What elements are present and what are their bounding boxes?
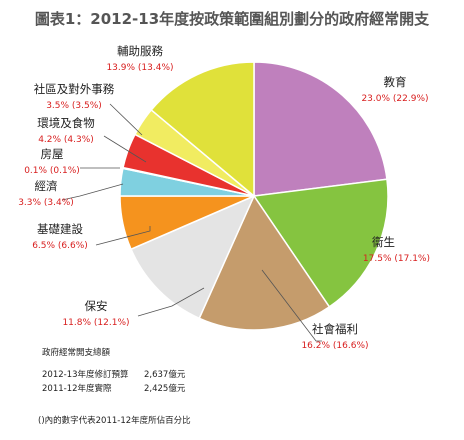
slice-value-label: 3.5% (3.5%) [46, 101, 102, 111]
leader-line [95, 226, 151, 246]
slice-value-label: 4.2% (4.3%) [38, 135, 94, 145]
slice-label: 經濟 [35, 179, 58, 193]
slice-label: 輔助服務 [117, 44, 163, 58]
slice-value-label: 3.3% (3.4%) [18, 198, 74, 208]
pie-slice [150, 61, 255, 198]
slice-label: 基礎建設 [37, 222, 83, 236]
slice-label: 衞生 [372, 235, 395, 249]
totals-block: 政府經常開支總額 2012-13年度修訂預算 2,637億元 2011-12年度… [42, 347, 186, 394]
totals-row-label: 2012-13年度修訂預算 [42, 369, 129, 380]
slice-value-label: 6.5% (6.6%) [32, 241, 88, 251]
slice-label: 社會福利 [312, 322, 358, 336]
slice-value-label: 0.1% (0.1%) [24, 166, 80, 176]
pie-slice [252, 178, 389, 308]
slice-value-label: 11.8% (12.1%) [62, 318, 129, 328]
slice-label: 房屋 [41, 147, 64, 161]
pie-slice [130, 194, 256, 320]
slice-label: 保安 [85, 299, 108, 313]
leader-line [137, 287, 205, 317]
pie-slices [119, 61, 389, 331]
slice-value-label: 16.2% (16.6%) [301, 341, 368, 351]
totals-heading: 政府經常開支總額 [42, 347, 111, 358]
leader-line [261, 269, 322, 342]
footnote: ()內的數字代表2011-12年度所佔百分比 [38, 415, 191, 426]
totals-row-value: 2,637億元 [144, 369, 186, 380]
slice-label: 環境及食物 [37, 116, 95, 130]
pie-slice [253, 61, 388, 197]
slice-label: 教育 [384, 75, 407, 89]
slice-value-label: 13.9% (13.4%) [106, 63, 173, 73]
slice-value-label: 17.5% (17.1%) [363, 254, 430, 264]
leader-line [61, 183, 124, 201]
chart-title: 圖表1：2012-13年度按政策範圍組別劃分的政府經常開支 [35, 10, 430, 28]
slice-labels: 教育 23.0% (22.9%) 衞生 17.5% (17.1%) 社會福利 16.2% … [18, 44, 430, 351]
leader-line [103, 135, 147, 163]
totals-row-value: 2,425億元 [144, 383, 186, 394]
slice-label: 社區及對外事務 [34, 82, 115, 96]
slice-value-label: 23.0% (22.9%) [361, 94, 428, 104]
totals-row-label: 2011-12年度實際 [42, 383, 112, 394]
leader-lines [61, 103, 322, 342]
leader-line [109, 103, 143, 136]
pie-slice [198, 194, 331, 331]
